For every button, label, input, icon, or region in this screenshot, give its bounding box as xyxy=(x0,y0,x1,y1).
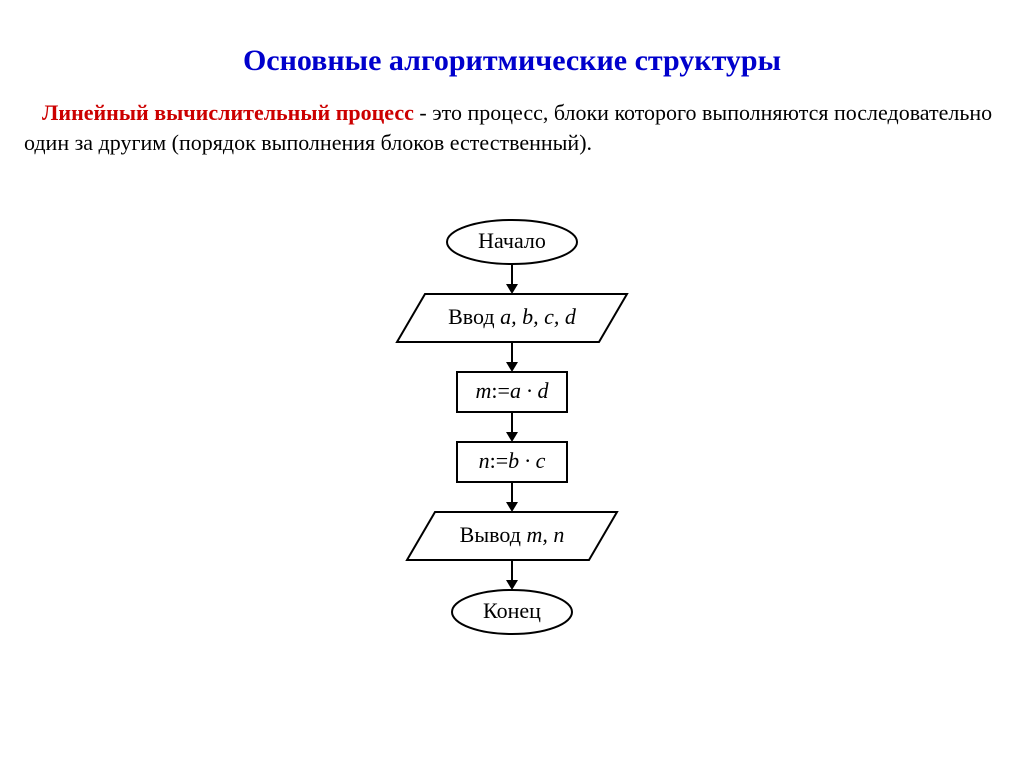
flowchart-node-op1: m:=a · d xyxy=(457,372,567,412)
svg-text:Конец: Конец xyxy=(483,598,541,623)
svg-text:Вывод m, n: Вывод m, n xyxy=(460,522,565,547)
flowchart-container: Начало Ввод a, b, c, d m:=a · d n:=b · c Выв… xyxy=(0,210,1024,750)
definition-lead: Линейный вычислительный процесс xyxy=(42,100,414,125)
svg-text:Ввод a, b, c, d: Ввод a, b, c, d xyxy=(448,304,577,329)
flowchart-svg: Начало Ввод a, b, c, d m:=a · d n:=b · c Выв… xyxy=(252,210,772,750)
flowchart-node-output: Вывод m, n xyxy=(407,512,617,560)
flowchart-node-start: Начало xyxy=(447,220,577,264)
svg-text:m:=a · d: m:=a · d xyxy=(476,378,550,403)
page-title: Основные алгоритмические структуры xyxy=(0,44,1024,78)
flowchart-node-op2: n:=b · c xyxy=(457,442,567,482)
svg-text:n:=b · c: n:=b · c xyxy=(479,448,546,473)
definition-paragraph: Линейный вычислительный процесс - это пр… xyxy=(24,98,1000,157)
flowchart-node-input: Ввод a, b, c, d xyxy=(397,294,627,342)
svg-text:Начало: Начало xyxy=(478,228,546,253)
flowchart-node-end: Конец xyxy=(452,590,572,634)
